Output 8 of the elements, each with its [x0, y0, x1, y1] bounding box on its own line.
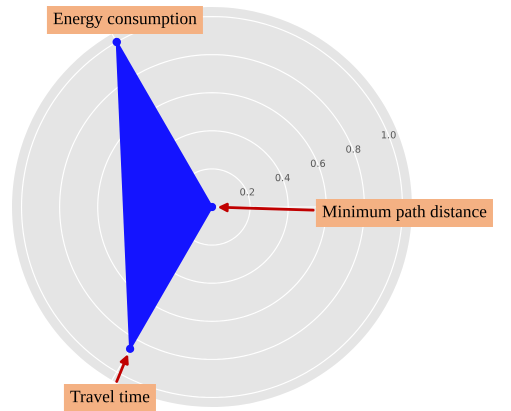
y-tick-label: 0.8 — [346, 145, 360, 153]
y-tick-label: 0.2 — [240, 188, 254, 196]
spoke-label: Travel time — [70, 390, 150, 402]
y-tick-label: 1.0 — [382, 131, 396, 138]
y-tick-label: 0.4 — [276, 174, 290, 182]
spoke-label: Energy consumption — [54, 12, 197, 28]
y-tick-label: 0.6 — [310, 160, 326, 168]
spoke-label: Minimum path distance — [322, 205, 486, 221]
